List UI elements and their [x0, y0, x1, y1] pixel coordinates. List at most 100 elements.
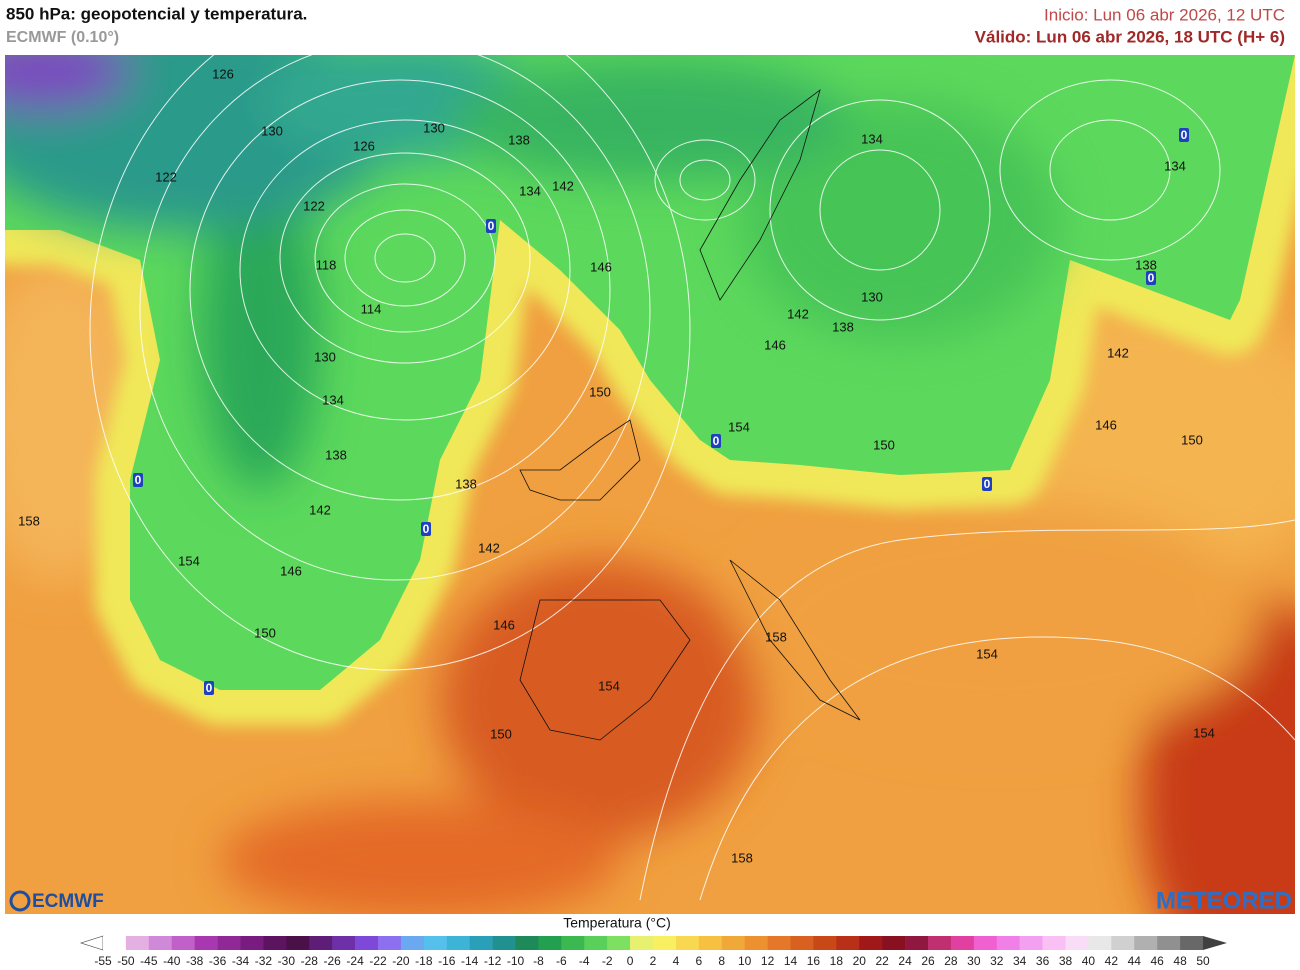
colorbar-tick-label: 34: [1013, 954, 1027, 968]
contour-label: 150: [1181, 432, 1203, 447]
colorbar-swatch: [790, 936, 814, 950]
contour-label: 150: [490, 726, 512, 741]
colorbar-swatch: [1111, 936, 1135, 950]
colorbar-swatch: [423, 936, 448, 950]
contour-label: 122: [155, 169, 177, 184]
colorbar-tick-label: 40: [1082, 954, 1096, 968]
contour-label: 130: [423, 120, 445, 135]
colorbar-tick-label: 8: [718, 954, 725, 968]
colorbar-tick-label: 46: [1150, 954, 1164, 968]
colorbar-tick-label: 26: [921, 954, 935, 968]
colorbar-swatch: [996, 936, 1020, 950]
colorbar-tick-label: 14: [784, 954, 798, 968]
colorbar-swatch: [217, 936, 241, 950]
colorbar-swatch: [1088, 936, 1112, 950]
zero-label: 0: [1181, 128, 1188, 142]
colorbar-tick-label: 2: [650, 954, 657, 968]
colorbar-tick-label: -55: [94, 954, 112, 968]
colorbar-tick-label: -45: [140, 954, 158, 968]
colorbar-swatch: [1180, 936, 1204, 950]
contour-label: 142: [552, 178, 574, 193]
contour-label: 150: [589, 384, 611, 399]
contour-label: 126: [353, 138, 375, 153]
colorbar-swatch: [240, 936, 264, 950]
colorbar-swatch: [1157, 936, 1181, 950]
zero-label: 0: [206, 681, 213, 695]
contour-label: 146: [493, 617, 515, 632]
contour-label: 146: [1095, 417, 1117, 432]
colorbar-swatch: [1134, 936, 1158, 950]
zero-label-box: [1146, 271, 1156, 285]
colorbar-swatch: [561, 936, 585, 950]
colorbar-swatch: [378, 936, 402, 950]
title: 850 hPa: geopotencial y temperatura.: [6, 4, 307, 23]
colorbar-swatch: [332, 936, 356, 950]
colorbar-swatch: [1019, 936, 1043, 950]
colorbar-swatch: [1065, 936, 1089, 950]
contour-label: 138: [325, 447, 347, 462]
colorbar-tick-label: -16: [438, 954, 456, 968]
contour-lines: [89, 55, 1295, 901]
colorbar-swatch: [103, 936, 127, 950]
colorbar-swatch: [469, 936, 493, 950]
contour-label: 150: [254, 625, 276, 640]
colorbar-tick-label: 42: [1105, 954, 1119, 968]
colorbar-arrow-right: [1203, 936, 1227, 950]
contour-label: 138: [508, 132, 530, 147]
zero-label: 0: [423, 522, 430, 536]
contour-label: 134: [519, 183, 541, 198]
colorbar-swatch: [538, 936, 562, 950]
colorbar-tick-label: 36: [1036, 954, 1050, 968]
colorbar-tick-label: 48: [1173, 954, 1187, 968]
colorbar-tick-label: -28: [301, 954, 319, 968]
colorbar-tick-label: 12: [761, 954, 775, 968]
contour-label: 114: [361, 301, 382, 316]
contour-label: 154: [728, 419, 750, 434]
colorbar-tick-label: -12: [484, 954, 502, 968]
contour-labels: 126 130 130 126 138 122 122 134 142 118 146 114 130 1…: [18, 66, 1215, 865]
contour-label: 142: [309, 502, 331, 517]
colorbar-tick-label: 22: [875, 954, 889, 968]
zero-label: 0: [135, 473, 142, 487]
zero-label: 0: [488, 219, 495, 233]
colorbar-swatch: [309, 936, 333, 950]
colorbar-swatch: [584, 936, 608, 950]
colorbar-swatch: [286, 936, 310, 950]
contour-label: 146: [764, 337, 786, 352]
zero-label-box: [711, 434, 721, 448]
contour-label: 154: [598, 678, 620, 693]
colorbar-tick-label: -50: [117, 954, 135, 968]
colorbar-swatch: [859, 936, 883, 950]
colorbar-swatch: [950, 936, 975, 950]
contour-label: 126: [212, 66, 234, 81]
colorbar-tick-label: -18: [415, 954, 433, 968]
contour-label: 130: [861, 289, 883, 304]
logo-ecmwf: ECMWF: [32, 891, 104, 912]
coastlines: [519, 88, 861, 741]
contour-label: 158: [765, 629, 787, 644]
colorbar-tick-label: 16: [807, 954, 821, 968]
colorbar-tick-label: -4: [579, 954, 590, 968]
colorbar-tick-label: 38: [1059, 954, 1073, 968]
zero-label-box: [486, 219, 496, 233]
logo-meteored: METEORED: [1156, 887, 1292, 914]
colorbar-swatch: [698, 936, 723, 950]
colorbar-swatch: [675, 936, 700, 950]
contour-label: 130: [314, 349, 336, 364]
colorbar-tick-label: -38: [186, 954, 204, 968]
colorbar-tick-label: 44: [1128, 954, 1142, 968]
contour-label: 146: [590, 259, 612, 274]
zero-label-box: [982, 477, 992, 491]
colorbar-swatch: [515, 936, 539, 950]
colorbar-swatch: [744, 936, 768, 950]
colorbar-tick-label: -26: [323, 954, 341, 968]
colorbar-swatch: [355, 936, 379, 950]
zero-label-box: [421, 522, 431, 536]
colorbar-swatch: [171, 936, 195, 950]
colorbar-tick-label: 10: [738, 954, 752, 968]
zero-label-box: [133, 473, 143, 487]
contour-label: 142: [478, 540, 500, 555]
colorbar-tick-label: 32: [990, 954, 1004, 968]
